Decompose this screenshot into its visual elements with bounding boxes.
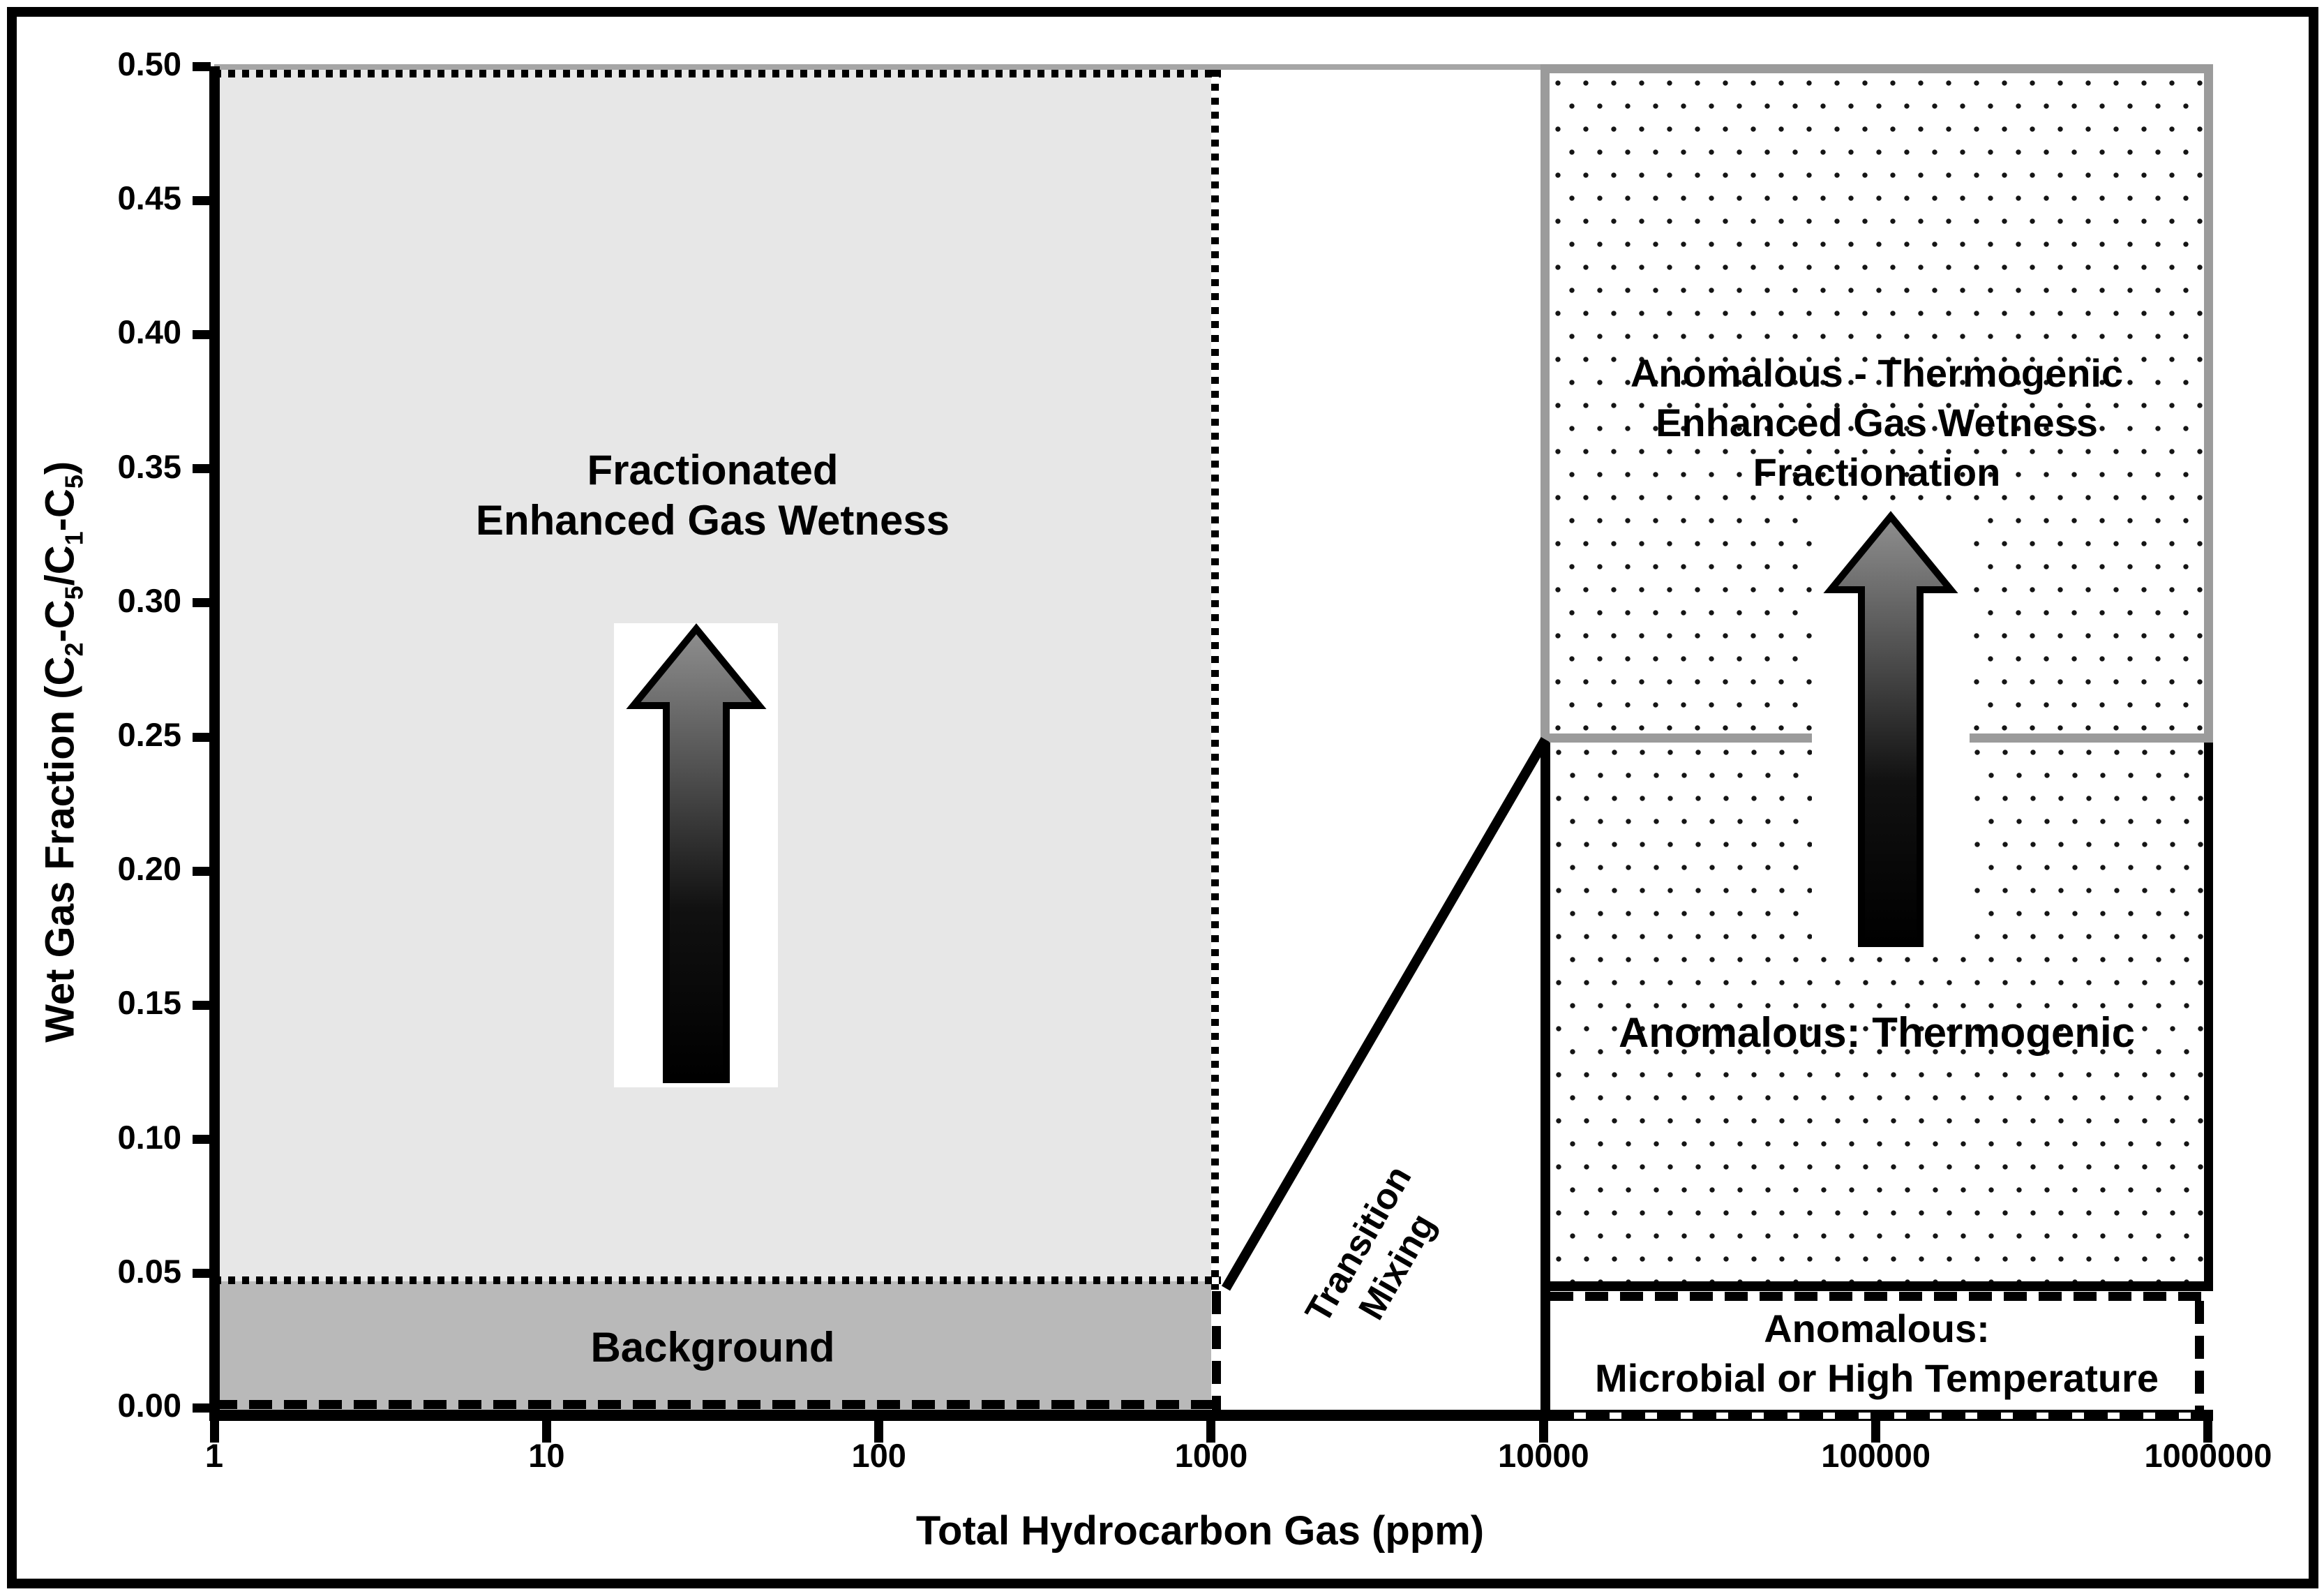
fractionated-label-line2: Enhanced Gas Wetness [475,497,950,544]
fractionated-right-dotted-border [1211,70,1219,1290]
right-arrow-box [1812,511,1970,951]
figure-border [7,7,2318,1588]
x-tick-mark [209,1421,219,1443]
anomalous-fractionation-label: Anomalous - Thermogenic Enhanced Gas Wet… [1550,348,2204,497]
y-tick-label: 0.00 [117,1387,181,1424]
x-tick-label: 10 [528,1437,565,1474]
region-anomalous-microbial-left-border [1540,1291,1550,1411]
anomalous-fractionation-label-line2: Enhanced Gas Wetness [1656,401,2098,445]
y-tick-mark [193,1403,211,1413]
y-tick-mark [193,1000,211,1010]
x-tick-label: 100 [851,1437,906,1474]
background-label: Background [590,1324,835,1371]
x-tick-label: 100000 [1821,1437,1931,1474]
region-anomalous-thermogenic-fractionation [1540,64,2213,743]
y-tick-mark [193,1269,211,1279]
region-anomalous-microbial [1540,1291,2213,1411]
fractionated-bottom-dotted-border [214,1276,1221,1284]
anomalous-microbial-label: Anomalous: Microbial or High Temperature [1550,1304,2203,1403]
y-tick-label: 0.40 [117,313,181,351]
y-tick-label: 0.20 [117,850,181,888]
y-tick-label: 0.30 [117,581,181,619]
fractionated-top-dotted-border [214,70,1221,77]
x-tick-mark [1206,1421,1216,1443]
microbial-top-dashed-border [1550,1292,2203,1301]
x-axis-title: Total Hydrocarbon Gas (ppm) [915,1508,1485,1554]
anomalous-microbial-label-line2: Microbial or High Temperature [1595,1356,2159,1400]
y-tick-label: 0.45 [117,179,181,217]
left-arrow-box [614,623,778,1087]
y-tick-mark [193,329,211,339]
y-tick-mark [193,195,211,205]
y-tick-mark [193,61,211,71]
x-tick-label: 10000 [1497,1437,1589,1474]
y-axis-line [209,66,220,1421]
x-tick-label: 1000 [1174,1437,1248,1474]
anomalous-thermogenic-label: Anomalous: Thermogenic [1618,1009,2136,1056]
anomalous-fractionation-label-line3: Fractionation [1753,450,2001,494]
y-tick-mark [193,866,211,876]
anomalous-fractionation-label-line1: Anomalous - Thermogenic [1630,351,2124,395]
x-tick-label: 1 [204,1437,224,1474]
x-tick-label: 1000000 [2144,1437,2272,1474]
microbial-right-dashed-border [2195,1301,2204,1411]
y-tick-label: 0.25 [117,716,181,753]
y-tick-label: 0.05 [117,1252,181,1290]
x-tick-mark [1538,1421,1548,1443]
anomalous-microbial-label-line1: Anomalous: [1764,1306,1990,1350]
y-tick-mark [193,732,211,742]
x-tick-mark [1871,1421,1881,1443]
y-tick-label: 0.50 [117,45,181,82]
fractionated-label: Fractionated Enhanced Gas Wetness [214,445,1211,546]
y-tick-label: 0.10 [117,1118,181,1156]
fractionated-label-line1: Fractionated [587,447,839,493]
x-tick-mark [541,1421,551,1443]
microbial-bottom-dashed-border [1550,1413,2203,1419]
y-tick-label: 0.35 [117,447,181,485]
y-tick-mark [193,598,211,608]
up-arrow-icon [626,623,767,1083]
top-gray-line [214,64,1540,70]
x-tick-mark [874,1421,884,1443]
up-arrow-icon [1823,511,1958,947]
transition-left-dashed-border [1212,1291,1221,1411]
y-tick-mark [193,1135,211,1145]
region-background [214,1281,1211,1411]
x-tick-mark [2203,1421,2213,1443]
background-threshold-dashed-line [214,1400,1219,1409]
y-tick-mark [193,464,211,474]
y-tick-label: 0.15 [117,984,181,1022]
